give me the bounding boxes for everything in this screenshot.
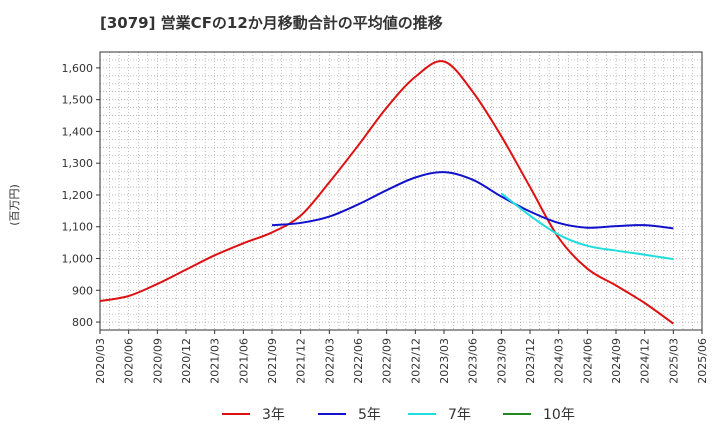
legend-label: 7年: [448, 407, 471, 423]
x-tick-label: 2021/06: [237, 338, 250, 384]
x-tick-label: 2020/09: [151, 338, 164, 384]
y-tick-label: 900: [72, 284, 93, 297]
x-tick-label: 2020/03: [94, 338, 107, 384]
series-layer: [99, 60, 674, 325]
x-tick-label: 2022/09: [381, 338, 394, 384]
x-tick-label: 2022/06: [352, 338, 365, 384]
legend-label: 10年: [543, 407, 575, 423]
x-tick-label: 2022/03: [323, 338, 336, 384]
x-tick-label: 2025/03: [667, 338, 680, 384]
y-axis-label: (百万円): [8, 184, 21, 226]
grid: [99, 52, 703, 330]
x-tick-label: 2020/12: [180, 338, 193, 384]
y-tick-label: 1,200: [62, 189, 94, 202]
x-tick-label: 2024/09: [610, 338, 623, 384]
x-tick-label: 2023/12: [524, 338, 537, 384]
y-tick-label: 800: [72, 316, 93, 329]
legend-label: 3年: [262, 407, 285, 423]
y-tick-label: 1,100: [62, 221, 94, 234]
x-tick-label: 2021/03: [209, 338, 222, 384]
series-line-2: [271, 171, 674, 230]
x-tick-label: 2023/06: [467, 338, 480, 384]
legend-label: 5年: [358, 407, 381, 423]
y-tick-label: 1,400: [62, 125, 94, 138]
x-tick-label: 2021/12: [295, 338, 308, 384]
y-tick-label: 1,600: [62, 62, 94, 75]
series-line-3: [500, 192, 674, 261]
chart-title: [3079] 営業CFの12か月移動合計の平均値の推移: [100, 14, 443, 32]
x-tick-label: 2024/12: [639, 338, 652, 384]
plot-frame: [99, 51, 703, 331]
x-tick-label: 2023/09: [495, 338, 508, 384]
y-axis-ticks: 800 900 1,000 1,100 1,200 1,300 1,400 1,500 1,60…: [62, 62, 100, 329]
x-tick-label: 2024/03: [553, 338, 566, 384]
x-tick-label: 2023/03: [438, 338, 451, 384]
x-tick-label: 2022/12: [409, 338, 422, 384]
legend: 3年 5年 7年 10年: [222, 407, 575, 423]
y-tick-label: 1,000: [62, 253, 94, 266]
x-axis-ticks: 2020/03 2020/06 2020/09 2020/12 2021/03 2021/…: [94, 330, 709, 384]
x-tick-label: 2020/06: [123, 338, 136, 384]
x-tick-label: 2021/09: [266, 338, 279, 384]
x-tick-label: 2024/06: [581, 338, 594, 384]
y-tick-label: 1,300: [62, 157, 94, 170]
x-tick-label: 2025/06: [696, 338, 709, 384]
y-tick-label: 1,500: [62, 94, 94, 107]
series-line-1: [99, 60, 674, 325]
